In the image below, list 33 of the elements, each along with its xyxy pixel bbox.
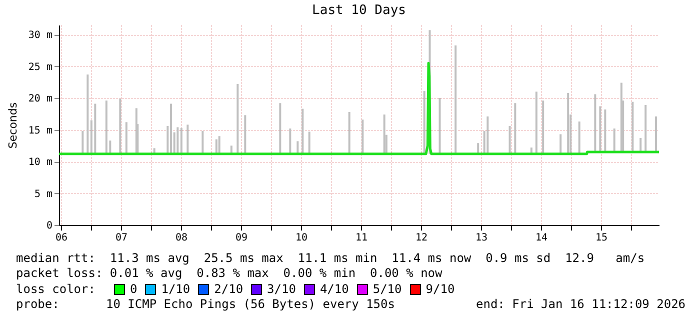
x-tick-label: 11 — [355, 232, 368, 244]
text: 1/10 — [161, 282, 190, 298]
y-tick-label: 10 m — [28, 157, 52, 168]
text: 5/10 — [372, 282, 402, 298]
text: probe: — [16, 297, 60, 313]
x-tick-label: 12 — [415, 232, 428, 244]
text: 2/10 — [214, 282, 244, 298]
line-series — [58, 62, 660, 156]
y-tick-label: 5 m — [34, 188, 52, 200]
x-tick-label: 07 — [115, 232, 128, 244]
y-tick-label: 20 m — [28, 94, 52, 105]
text: loss color: — [16, 282, 96, 298]
text: 4/10 — [320, 282, 349, 298]
chart-title: Last 10 Days — [312, 3, 406, 18]
y-tick-label: 0 — [46, 220, 52, 232]
x-tick-label: 14 — [535, 232, 548, 244]
text: 10 ICMP Echo Pings (56 Bytes) every 150s — [106, 297, 396, 313]
x-tick-label: 10 — [295, 232, 308, 244]
y-tick-label: 30 m — [28, 30, 52, 42]
y-axis-title: Seconds — [6, 102, 20, 149]
y-tick-label: 15 m — [28, 125, 52, 136]
x-tick-label: 13 — [475, 232, 488, 244]
text: 3/10 — [267, 282, 296, 298]
text: packet loss: 0.01 % avg 0.83 % max 0.00 % min 0.00 % now — [16, 266, 442, 282]
text: end: Fri Jan 16 11:12:09 2026 — [476, 297, 686, 313]
text: 0 — [130, 282, 138, 298]
x-tick-label: 06 — [55, 232, 68, 244]
y-tick-label: 25 m — [28, 62, 52, 73]
x-tick-label: 08 — [175, 232, 188, 244]
text: median rtt: 11.3 ms avg 25.5 ms max 11.1 ms min 11.4 ms now 0.9 ms sd 12.9 am/s — [16, 251, 645, 266]
x-tick-label: 15 — [595, 232, 608, 244]
x-tick-label: 09 — [235, 232, 248, 244]
text: 9/10 — [426, 282, 455, 298]
